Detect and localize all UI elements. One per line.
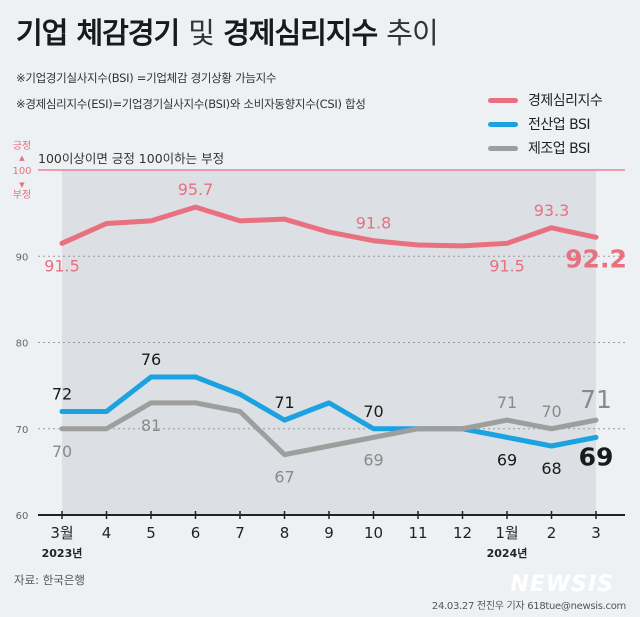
chart-title: 기업 체감경기 및 경제심리지수 추이 (16, 10, 439, 52)
threshold-annotation: 100이상이면 긍정 100이하는 부정 (38, 151, 224, 166)
source-note: 자료: 한국은행 (14, 573, 86, 587)
x-tick-label-4: 7 (235, 524, 245, 542)
data-label-s1-10: 69 (497, 450, 517, 469)
legend-item-mfg-bsi: 제조업 BSI (488, 136, 602, 160)
data-label-s2-2: 81 (141, 416, 161, 435)
legend-item-all-bsi: 전산업 BSI (488, 112, 602, 136)
legend-label-mfg-bsi: 제조업 BSI (528, 141, 590, 157)
legend-label-all-bsi: 전산업 BSI (528, 117, 590, 133)
credit-line: 24.03.27 전진우 기자 618tue@newsis.com (431, 601, 626, 612)
data-label-s1-12: 69 (579, 442, 614, 471)
y-axis-ticks: 60 70 80 90 100 (12, 166, 31, 522)
title-part1: 기업 체감경기 (16, 16, 180, 50)
legend-swatch-esi (488, 97, 518, 103)
title-part3: 경제심리지수 (223, 16, 378, 50)
x-tick-label-8: 11 (408, 524, 427, 542)
series-line-2 (59, 400, 599, 458)
x-tick-label-1: 4 (102, 524, 112, 542)
year-end-label: 2024년 (487, 546, 528, 560)
x-tick-label-12: 3 (591, 524, 601, 542)
data-label-s0-11: 93.3 (534, 201, 570, 220)
note-bsi: ※기업경기실사지수(BSI) =기업체감 경기상황 가늠지수 (16, 71, 277, 85)
data-label-s2-7: 69 (363, 450, 383, 469)
data-label-s0-0: 91.5 (44, 256, 80, 275)
up-arrow-icon: ▲ (19, 154, 25, 162)
x-tick-label-2: 5 (146, 524, 156, 542)
data-label-s2-0: 70 (52, 442, 72, 461)
x-tick-label-0: 3월 (50, 524, 73, 542)
data-label-s1-11: 68 (541, 459, 561, 478)
legend-label-esi: 경제심리지수 (528, 93, 603, 109)
data-label-s0-3: 95.7 (178, 180, 214, 199)
note-esi: ※경제심리지수(ESI)=기업경기실사지수(BSI)와 소비자동향지수(CSI)… (16, 97, 366, 111)
data-label-s1-0: 72 (52, 385, 72, 404)
data-label-s0-7: 91.8 (356, 214, 392, 233)
y-tick-label-80: 80 (16, 339, 29, 350)
negative-annotation: 부정 (13, 189, 31, 201)
data-label-s2-5: 67 (274, 468, 294, 487)
chart-legend: 경제심리지수 전산업 BSI 제조업 BSI (488, 88, 603, 160)
y-tick-label-100: 100 (12, 166, 31, 177)
data-label-s2-10: 71 (497, 393, 517, 412)
data-label-s1-5: 71 (274, 393, 294, 412)
x-tick-label-7: 10 (364, 524, 383, 542)
data-label-s1-2: 76 (141, 350, 161, 369)
x-tick-label-6: 9 (324, 524, 334, 542)
series-line-1 (59, 374, 599, 449)
legend-swatch-all-bsi (488, 121, 518, 127)
positive-annotation: 긍정 (13, 140, 31, 152)
data-label-s0-10: 91.5 (489, 256, 525, 275)
x-tick-label-11: 2 (547, 524, 557, 542)
title-part4: 추이 (386, 16, 438, 50)
grid-lines (38, 169, 625, 430)
data-label-s2-12: 71 (580, 385, 612, 414)
year-start-label: 2023년 (42, 546, 83, 560)
x-tick-label-9: 12 (453, 524, 472, 542)
x-tick-label-10: 1월 (495, 524, 518, 542)
y-tick-label-60: 60 (16, 511, 29, 522)
down-arrow-icon: ▼ (19, 181, 25, 189)
y-tick-label-70: 70 (16, 425, 29, 436)
series-lines (59, 204, 599, 458)
x-tick-label-5: 8 (280, 524, 290, 542)
x-axis: 3월 4 5 6 7 8 9 10 11 12 1월 2 3 (38, 511, 625, 542)
data-label-s2-11: 70 (541, 402, 561, 421)
legend-item-esi: 경제심리지수 (488, 88, 603, 112)
data-label-s1-7: 70 (363, 402, 383, 421)
x-tick-label-3: 6 (191, 524, 201, 542)
watermark-logo: NEWSIS (510, 572, 614, 597)
y-tick-label-90: 90 (16, 252, 29, 263)
series-line-0 (59, 204, 599, 249)
title-part2: 및 (188, 16, 215, 50)
data-label-s0-12: 92.2 (565, 244, 627, 273)
data-labels: 91.5 95.7 91.8 91.5 93.3 92.2 72 76 71 70 69 68 69 70… (44, 180, 627, 487)
legend-swatch-mfg-bsi (488, 145, 518, 151)
